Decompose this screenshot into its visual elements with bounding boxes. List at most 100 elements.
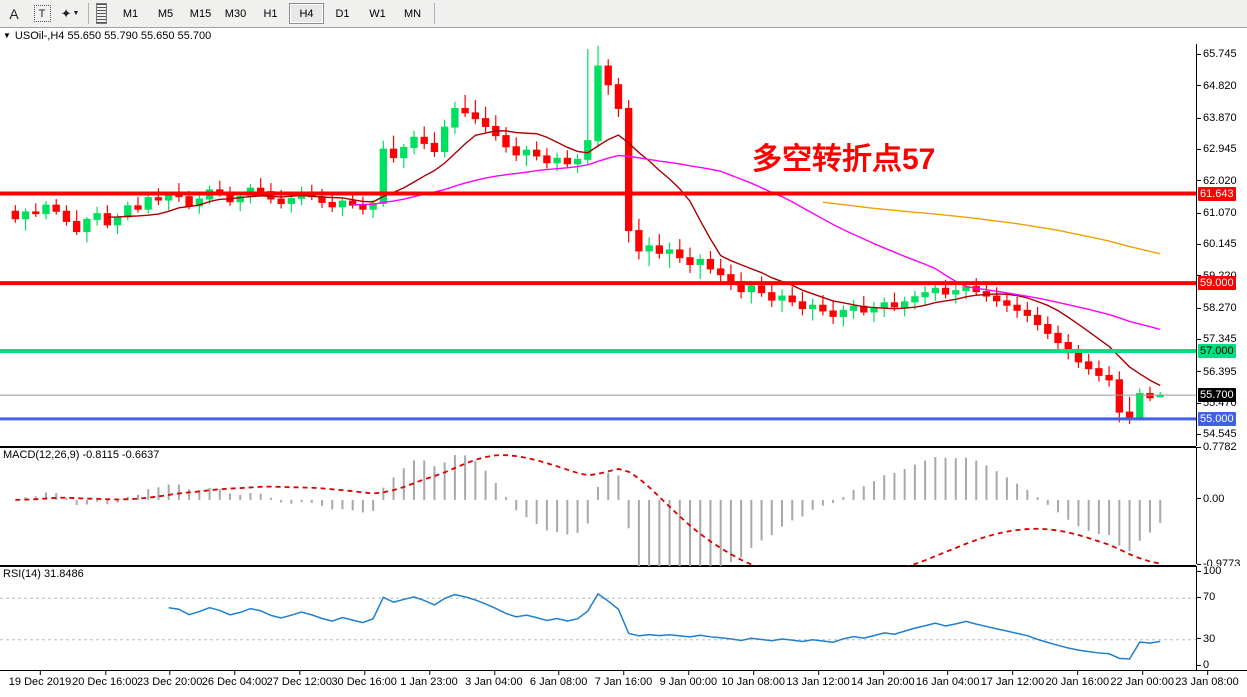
candle-body <box>154 197 163 201</box>
candle-body <box>185 196 193 207</box>
chart-annotation: 多空转折点57 <box>752 143 936 176</box>
timeframe-w1[interactable]: W1 <box>369 7 386 20</box>
candle-body <box>665 249 674 254</box>
time-tick: 26 Dec 04:00 <box>202 670 267 688</box>
rsi-indicator-pane[interactable]: RSI(14) 31.8486 <box>0 566 1196 671</box>
candle-body <box>369 202 377 210</box>
candle-body <box>277 198 285 204</box>
candle-body <box>430 142 439 153</box>
rsi-tick: 100 <box>1197 565 1221 577</box>
candle-body <box>706 258 715 270</box>
candle-body <box>52 204 60 212</box>
objects-tool-button[interactable]: ✦ ▼ <box>57 2 83 25</box>
candle-body <box>93 213 101 220</box>
time-tick: 3 Jan 04:00 <box>465 670 523 688</box>
candle-body <box>328 201 336 208</box>
macd-indicator-pane[interactable]: MACD(12,26,9) -0.8115 -0.6637 <box>0 447 1196 601</box>
candle-body <box>32 211 40 215</box>
candle-body <box>645 245 653 252</box>
candle-body <box>144 197 152 210</box>
time-tick: 22 Jan 00:00 <box>1110 670 1174 688</box>
candle-body <box>440 126 449 153</box>
time-tick: 9 Jan 00:00 <box>660 670 717 688</box>
macd-axis[interactable]: 0.7782 0.00 -0.9773 <box>1196 441 1247 570</box>
time-tick: 23 Jan 08:00 <box>1175 670 1239 688</box>
timeframe-h1[interactable]: H1 <box>263 7 278 20</box>
candle-body <box>594 65 602 142</box>
rsi-label: RSI(14) 31.8486 <box>3 568 84 580</box>
price-chart-pane[interactable]: 多空转折点57 <box>0 44 1196 447</box>
timeframe-h4[interactable]: H4 <box>289 3 324 24</box>
label-tool-button[interactable]: T <box>29 2 55 25</box>
price-tick: 60.145 <box>1197 238 1237 250</box>
candle-body <box>553 157 561 164</box>
candle-body <box>768 292 776 301</box>
candle-body <box>83 218 91 233</box>
candle-body <box>420 136 428 144</box>
candle-body <box>1044 324 1052 334</box>
price-tick: 56.395 <box>1197 365 1237 378</box>
candle-body <box>911 296 919 303</box>
time-tick: 27 Dec 12:00 <box>267 670 332 688</box>
candle-body <box>451 107 459 128</box>
candle-body <box>747 285 756 293</box>
toolbar-separator-2 <box>434 3 435 24</box>
timeframe-d1[interactable]: D1 <box>335 7 350 20</box>
candle-body <box>236 196 244 203</box>
timeframe-m5[interactable]: M5 <box>157 7 174 20</box>
candle-body <box>941 287 950 295</box>
rsi-tick: 0 <box>1197 659 1209 671</box>
candle-body <box>604 65 612 86</box>
time-tick: 13 Jan 12:00 <box>786 670 850 688</box>
price-level-label[interactable]: 59.000 <box>1198 276 1236 291</box>
price-tick: 61.070 <box>1197 207 1237 219</box>
time-axis[interactable]: 19 Dec 2019 20 Dec 16:00 23 Dec 20:00 26 De… <box>0 670 1247 697</box>
candle-body <box>1023 309 1032 316</box>
candle-body <box>410 136 418 148</box>
candle-body <box>849 305 858 311</box>
candle-body <box>880 302 888 309</box>
candle-body <box>1033 314 1042 326</box>
rsi-line <box>168 592 1161 660</box>
time-tick: 20 Jan 16:00 <box>1046 670 1109 688</box>
price-tick: 58.270 <box>1197 302 1237 314</box>
timeframe-mn[interactable]: MN <box>403 7 422 20</box>
price-level-label[interactable]: 61.643 <box>1198 186 1236 201</box>
candle-body <box>11 210 20 220</box>
text-tool-button[interactable]: A <box>1 2 27 25</box>
macd-tick: 0.00 <box>1197 493 1224 505</box>
price-level-label[interactable]: 55.700 <box>1198 388 1236 403</box>
rsi-axis[interactable]: 100 70 30 0 <box>1196 565 1247 671</box>
collapse-icon[interactable]: ▼ <box>3 31 11 40</box>
timeframe-m15[interactable]: M15 <box>189 7 212 20</box>
ma-fast <box>107 130 1161 387</box>
price-tick: 64.820 <box>1197 80 1237 92</box>
candle-body <box>819 304 827 312</box>
candle-body <box>788 295 796 303</box>
macd-tick: 0.7782 <box>1197 441 1237 453</box>
price-level-label[interactable]: 55.000 <box>1198 411 1236 426</box>
candle-body <box>471 112 480 120</box>
candle-body <box>379 148 388 204</box>
price-tick: 63.870 <box>1197 112 1237 124</box>
timeframe-m1[interactable]: M1 <box>122 7 139 20</box>
time-tick: 30 Dec 16:00 <box>331 670 397 688</box>
candle-body <box>338 200 347 208</box>
candle-body <box>1003 300 1011 306</box>
candle-body <box>1115 379 1124 413</box>
price-axis[interactable]: 65.745 64.820 63.870 62.945 62.020 61.070 60.1… <box>1196 44 1247 446</box>
timeframe-m30[interactable]: M30 <box>224 7 247 20</box>
time-tick: 16 Jan 04:00 <box>916 670 979 688</box>
scale-ruler-icon[interactable] <box>96 3 107 24</box>
candle-body <box>359 204 367 210</box>
candle-body <box>757 285 766 294</box>
price-level-label[interactable]: 57.000 <box>1198 344 1236 358</box>
candle-body <box>992 295 1001 302</box>
candle-body <box>124 205 132 218</box>
candle-body <box>502 135 510 148</box>
candle-body <box>62 210 71 222</box>
candle-body <box>400 146 408 159</box>
candle-body <box>696 258 704 266</box>
symbol-bar: ▼ USOil-,H4 55.650 55.790 55.650 55.700 <box>0 28 211 43</box>
candle-body <box>829 310 837 317</box>
